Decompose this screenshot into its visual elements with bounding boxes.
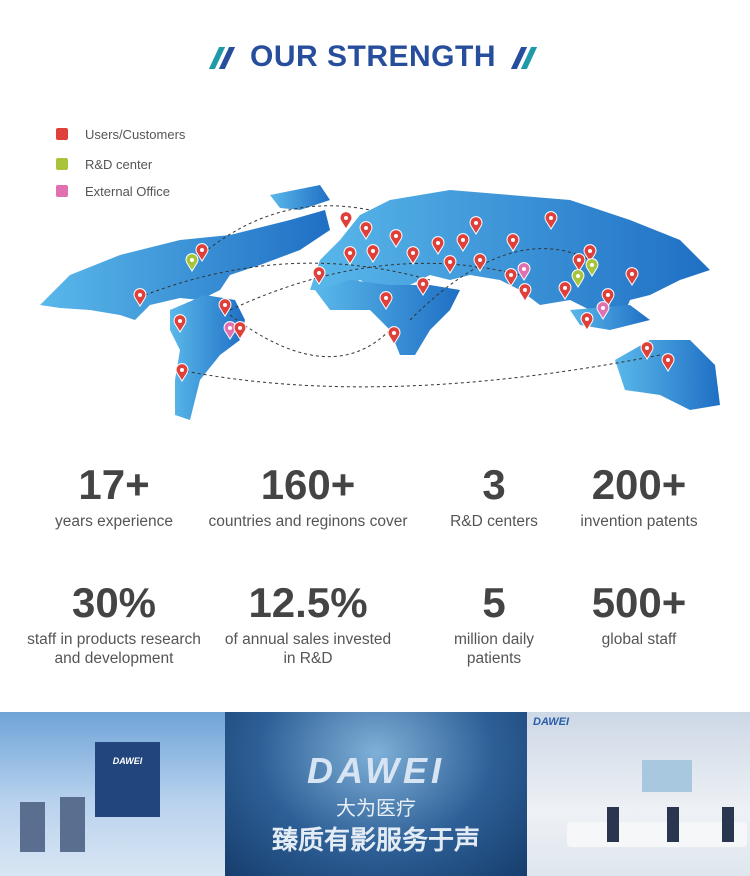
stat-invention-patents: 200+ invention patents bbox=[529, 463, 749, 531]
user-pin-icon bbox=[640, 341, 654, 360]
user-pin-icon bbox=[175, 363, 189, 382]
legend-office: External Office bbox=[56, 184, 170, 199]
stat-global-staff: 500+ global staff bbox=[529, 581, 749, 649]
user-pin-icon bbox=[661, 353, 675, 372]
user-pin-icon bbox=[218, 298, 232, 317]
world-map bbox=[40, 185, 720, 420]
user-pin-icon bbox=[518, 283, 532, 302]
user-pin-icon bbox=[473, 253, 487, 272]
user-pin-icon bbox=[469, 216, 483, 235]
stat-rnd-centers: 3 R&D centers bbox=[384, 463, 604, 531]
user-pin-icon bbox=[625, 267, 639, 286]
user-pin-icon bbox=[583, 244, 597, 263]
user-pin-icon bbox=[366, 244, 380, 263]
user-pin-icon bbox=[456, 233, 470, 252]
australia bbox=[615, 340, 720, 410]
showroom-wall: DAWEI bbox=[95, 742, 160, 817]
rnd-center-pin-icon bbox=[585, 258, 599, 277]
user-pin-icon bbox=[343, 246, 357, 265]
stat-countries-covered: 160+ countries and reginons cover bbox=[198, 463, 418, 531]
stat-label: million daily patients bbox=[453, 631, 535, 667]
section-title: OUR STRENGTH bbox=[0, 40, 750, 74]
user-pin-icon bbox=[572, 253, 586, 272]
stat-value: 5 bbox=[482, 579, 506, 626]
stat-years-experience: 17+ years experience bbox=[4, 463, 224, 531]
stat-value: 200+ bbox=[591, 461, 687, 508]
user-pin-icon bbox=[312, 266, 326, 285]
north-america bbox=[40, 210, 330, 320]
red-pin-swatch-icon bbox=[56, 128, 68, 140]
rnd-center-pin-icon bbox=[185, 253, 199, 272]
user-pin-icon bbox=[443, 255, 457, 274]
stat-label: global staff bbox=[601, 631, 677, 648]
pink-pin-swatch-icon bbox=[56, 185, 68, 197]
user-pin-icon bbox=[389, 229, 403, 248]
stat-value: 500+ bbox=[591, 579, 687, 626]
user-pin-icon bbox=[233, 321, 247, 340]
stat-value: 3 bbox=[482, 461, 506, 508]
stat-value: 12.5% bbox=[248, 579, 368, 626]
wall-painting bbox=[642, 760, 692, 792]
africa bbox=[315, 280, 460, 355]
user-pin-icon bbox=[416, 277, 430, 296]
user-pin-icon bbox=[558, 281, 572, 300]
user-pin-icon bbox=[173, 314, 187, 333]
user-pin-icon bbox=[506, 233, 520, 252]
stat-rnd-investment: 12.5% of annual sales invested in R&D bbox=[218, 581, 398, 668]
user-pin-icon bbox=[195, 243, 209, 262]
legend-users: Users/Customers bbox=[56, 127, 185, 142]
office-pin-icon bbox=[517, 262, 531, 281]
stat-label: invention patents bbox=[580, 513, 698, 530]
user-pin-icon bbox=[359, 221, 373, 240]
user-pin-icon bbox=[133, 288, 147, 307]
user-pin-icon bbox=[387, 326, 401, 345]
south-america bbox=[170, 295, 245, 420]
stat-label: years experience bbox=[54, 513, 174, 530]
greenland bbox=[270, 185, 330, 210]
photo-showroom: DAWEI bbox=[0, 712, 225, 876]
stat-rnd-staff: 30% staff in products research and develo… bbox=[24, 581, 204, 668]
user-pin-icon bbox=[379, 291, 393, 310]
sofas bbox=[567, 822, 747, 847]
person bbox=[722, 807, 734, 842]
office-pin-icon bbox=[596, 301, 610, 320]
ultrasound-machine bbox=[60, 797, 85, 852]
person bbox=[607, 807, 619, 842]
user-pin-icon bbox=[544, 211, 558, 230]
photo-lounge: DAWEI bbox=[527, 712, 750, 876]
user-pin-icon bbox=[431, 236, 445, 255]
user-pin-icon bbox=[601, 288, 615, 307]
rnd-center-pin-icon bbox=[571, 269, 585, 288]
stat-label: of annual sales invested in R&D bbox=[224, 631, 392, 667]
stat-value: 17+ bbox=[78, 461, 150, 508]
stat-label: countries and reginons cover bbox=[208, 513, 408, 530]
green-pin-swatch-icon bbox=[56, 158, 68, 170]
user-pin-icon bbox=[580, 312, 594, 331]
stat-daily-patients: 5 million daily patients bbox=[439, 581, 549, 668]
stat-value: 160+ bbox=[260, 461, 356, 508]
office-pin-icon bbox=[223, 321, 237, 340]
legend-rnd: R&D center bbox=[56, 157, 152, 172]
dawei-logo: DAWEI bbox=[533, 716, 570, 728]
person bbox=[667, 807, 679, 842]
photo-brand-wall: DAWEI 大为医疗 臻质有影服务于声 bbox=[225, 712, 527, 876]
user-pin-icon bbox=[339, 211, 353, 230]
user-pin-icon bbox=[406, 246, 420, 265]
ultrasound-machine bbox=[20, 802, 45, 852]
stat-label: R&D centers bbox=[450, 513, 538, 530]
user-pin-icon bbox=[504, 268, 518, 287]
stat-value: 30% bbox=[71, 579, 157, 626]
stat-label: staff in products research and developme… bbox=[27, 631, 201, 667]
